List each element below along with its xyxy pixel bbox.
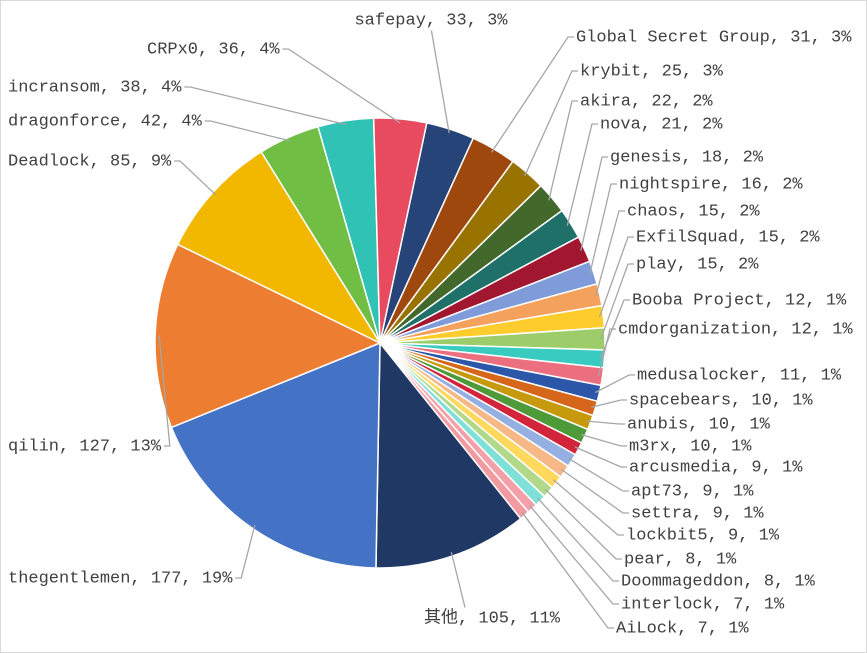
- leader-line: [568, 457, 629, 492]
- data-label: Doommageddon, 8, 1%: [621, 572, 816, 591]
- data-label: m3rx, 10, 1%: [629, 437, 752, 456]
- data-label: genesis, 18, 2%: [610, 148, 764, 167]
- leader-line: [235, 524, 256, 579]
- data-label: Booba Project, 12, 1%: [632, 291, 847, 310]
- leader-line: [491, 36, 574, 153]
- data-label: medusalocker, 11, 1%: [637, 366, 842, 385]
- leader-line: [580, 433, 627, 447]
- leader-line: [566, 123, 598, 226]
- leader-line: [529, 505, 619, 605]
- data-label: anubis, 10, 1%: [627, 415, 771, 434]
- leader-line: [524, 70, 578, 177]
- data-label: nightspire, 16, 2%: [619, 175, 803, 194]
- data-label: arcusmedia, 9, 1%: [629, 458, 803, 477]
- data-label: settra, 9, 1%: [631, 504, 764, 523]
- leader-line: [204, 120, 291, 142]
- data-label: incransom, 38, 4%: [8, 78, 182, 97]
- leader-line: [574, 446, 627, 468]
- data-label: play, 15, 2%: [636, 255, 759, 274]
- leader-line: [553, 479, 624, 536]
- leader-line: [184, 86, 347, 126]
- data-label: thegentlemen, 177, 19%: [8, 569, 233, 588]
- pie: safepayGlobal Secret Groupkrybitakiranov…: [154, 117, 606, 569]
- leader-line: [174, 160, 217, 196]
- data-label: dragonforce, 42, 4%: [8, 112, 203, 131]
- leader-line: [560, 468, 629, 514]
- data-label: akira, 22, 2%: [580, 92, 713, 111]
- leader-line: [600, 263, 634, 340]
- leader-line: [591, 399, 627, 408]
- leader-line: [548, 100, 578, 201]
- leader-line: [580, 156, 608, 251]
- data-label: chaos, 15, 2%: [627, 202, 760, 221]
- leader-line: [589, 183, 617, 274]
- leader-line: [599, 299, 630, 359]
- leader-line: [586, 420, 625, 425]
- data-label: apt73, 9, 1%: [631, 482, 754, 501]
- leader-line: [158, 335, 171, 447]
- leader-line: [521, 511, 614, 629]
- data-label: spacebears, 10, 1%: [629, 391, 813, 410]
- leader-line: [595, 210, 625, 296]
- data-labels: safepay, 33, 3% Global Secret Group, 31, …: [8, 11, 853, 638]
- data-label: qilin, 127, 13%: [8, 437, 162, 456]
- leader-line: [282, 48, 401, 124]
- data-label: lockbit5, 9, 1%: [626, 526, 780, 545]
- data-label: 其他, 105, 11%: [424, 607, 561, 628]
- data-label: CRPx0, 36, 4%: [147, 40, 280, 59]
- data-label: Global Secret Group, 31, 3%: [576, 28, 852, 47]
- data-label: safepay, 33, 3%: [354, 11, 508, 30]
- data-label: Deadlock, 85, 9%: [8, 152, 172, 171]
- leader-line: [545, 488, 622, 560]
- data-label: ExfilSquad, 15, 2%: [636, 228, 820, 247]
- leader-line: [597, 328, 616, 377]
- data-label: AiLock, 7, 1%: [616, 619, 749, 638]
- data-label: nova, 21, 2%: [600, 115, 723, 134]
- leader-line: [595, 374, 635, 394]
- leader-line: [430, 30, 450, 134]
- data-label: cmdorganization, 12, 1%: [618, 320, 853, 339]
- data-label: krybit, 25, 3%: [580, 62, 724, 81]
- leader-lines: [158, 30, 635, 629]
- pie-slice: thegentlemen: [170, 341, 381, 569]
- data-label: pear, 8, 1%: [624, 550, 737, 569]
- leader-line: [537, 497, 619, 582]
- leader-line: [598, 236, 634, 318]
- leader-line: [450, 552, 466, 608]
- pie-slice: CRPx0: [372, 117, 428, 344]
- data-label: interlock, 7, 1%: [621, 595, 785, 614]
